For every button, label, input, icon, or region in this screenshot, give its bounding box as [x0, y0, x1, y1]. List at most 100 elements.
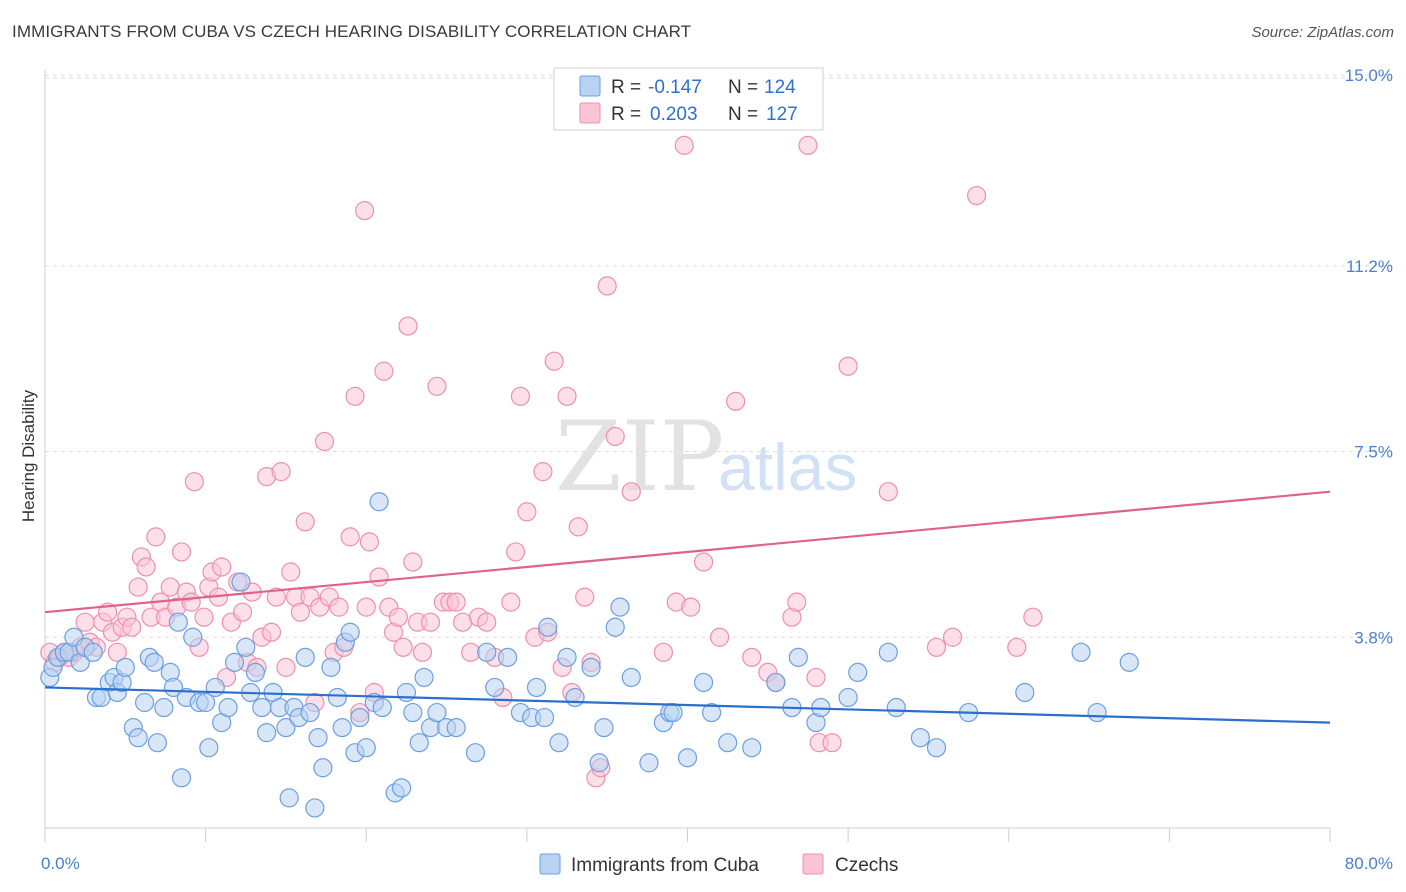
cuba-point: [305, 798, 325, 818]
cuba-point: [128, 728, 148, 748]
legend-n-label-blue: N =: [728, 77, 758, 98]
czechs-point: [295, 512, 315, 532]
cuba-point: [1119, 652, 1139, 672]
czechs-point: [146, 527, 166, 547]
czechs-point: [355, 201, 375, 221]
x-tick-label-0: 0.0%: [41, 854, 80, 873]
czechs-point: [75, 612, 95, 632]
czechs-point: [742, 647, 762, 667]
czechs-point: [621, 482, 641, 502]
cuba-point: [1087, 702, 1107, 723]
cuba-point: [878, 642, 898, 662]
cuba-point: [403, 702, 423, 723]
watermark-atlas: atlas: [718, 430, 857, 504]
cuba-point: [327, 687, 347, 708]
cuba-point: [926, 738, 947, 758]
legend-swatch-blue: [579, 75, 601, 97]
czechs-point: [878, 482, 898, 502]
cuba-point: [134, 692, 155, 713]
cuba-point: [369, 492, 389, 512]
cuba-point: [391, 778, 412, 798]
cuba-point: [171, 768, 192, 788]
legend-r-value-blue: -0.147: [648, 77, 702, 98]
czechs-point: [942, 627, 963, 647]
czechs-point: [184, 472, 204, 492]
cuba-point: [639, 753, 659, 773]
trendlines: [44, 490, 1331, 724]
czechs-point: [453, 612, 473, 632]
chart-source: Source: ZipAtlas.com: [1251, 24, 1394, 41]
legend-bottom-label-cuba: Immigrants from Cuba: [571, 855, 759, 876]
czechs-point: [359, 532, 380, 552]
cuba-point: [245, 662, 266, 683]
cuba-point: [218, 697, 238, 718]
cuba-point: [549, 733, 569, 753]
cuba-point: [465, 743, 486, 763]
czechs-point: [806, 667, 826, 688]
czechs-point: [533, 462, 553, 482]
czechs-point: [653, 642, 674, 662]
cuba-point: [1071, 642, 1091, 662]
cuba-point: [594, 718, 614, 738]
cuba-point: [581, 657, 601, 677]
cuba-point: [147, 733, 168, 753]
cuba-point: [838, 687, 858, 708]
czechs-point: [822, 733, 842, 753]
cuba-point: [224, 652, 245, 672]
czechs-point: [693, 552, 714, 572]
czechs-point: [1007, 637, 1027, 657]
czechs-point: [510, 386, 531, 406]
czechs-point: [374, 361, 394, 381]
cuba-point: [257, 723, 277, 743]
czechs-point: [393, 637, 413, 657]
czechs-point: [506, 542, 526, 562]
czechs-point: [122, 617, 142, 637]
y-tick-label-1: 7.5%: [1354, 443, 1393, 462]
czechs-point: [356, 597, 376, 617]
cuba-point: [414, 667, 434, 688]
chart-title: IMMIGRANTS FROM CUBA VS CZECH HEARING DI…: [12, 22, 692, 41]
cuba-point: [565, 687, 585, 708]
cuba-point: [196, 692, 216, 713]
czechs-point: [517, 502, 537, 522]
cuba-point: [83, 642, 103, 662]
cuba-point: [231, 572, 251, 592]
czechs-point: [501, 592, 521, 612]
cuba-point: [1015, 682, 1035, 703]
czechs-point: [967, 185, 987, 206]
legend-swatch-pink: [579, 102, 601, 124]
cuba-point: [199, 738, 219, 758]
cuba-point: [115, 657, 135, 677]
cuba-point: [252, 697, 272, 718]
cuba-point: [409, 733, 429, 753]
cuba-point: [183, 627, 203, 647]
gridlines: [45, 74, 1392, 638]
czechs-point: [107, 642, 127, 662]
cuba-point: [848, 662, 868, 683]
czechs-point: [1023, 607, 1043, 627]
cuba-point: [427, 702, 447, 723]
czechs-point: [136, 557, 156, 577]
x-tick-label-1: 80.0%: [1345, 854, 1393, 873]
cuba-point: [236, 637, 256, 657]
x-axis-ticks: [44, 828, 1331, 842]
cuba-point: [276, 718, 296, 738]
y-tick-label-3: 15.0%: [1345, 66, 1393, 85]
czechs-point: [232, 602, 253, 622]
czechs-point: [674, 135, 694, 155]
legend-bottom-swatch-pink: [802, 853, 824, 875]
cuba-points: [40, 492, 1139, 818]
cuba-point: [340, 622, 360, 642]
cuba-point: [766, 672, 786, 693]
cuba-point: [718, 733, 738, 753]
czechs-point: [345, 386, 365, 406]
czechs-point: [212, 557, 232, 577]
czechs-point: [271, 462, 291, 482]
legend-n-value-pink: 127: [766, 104, 798, 125]
czechs-point: [575, 587, 595, 607]
czechs-point: [403, 552, 423, 572]
x-axis-tick-labels: 0.0% 80.0%: [41, 854, 1393, 873]
cuba-point: [154, 697, 174, 718]
cuba-point: [168, 612, 188, 632]
